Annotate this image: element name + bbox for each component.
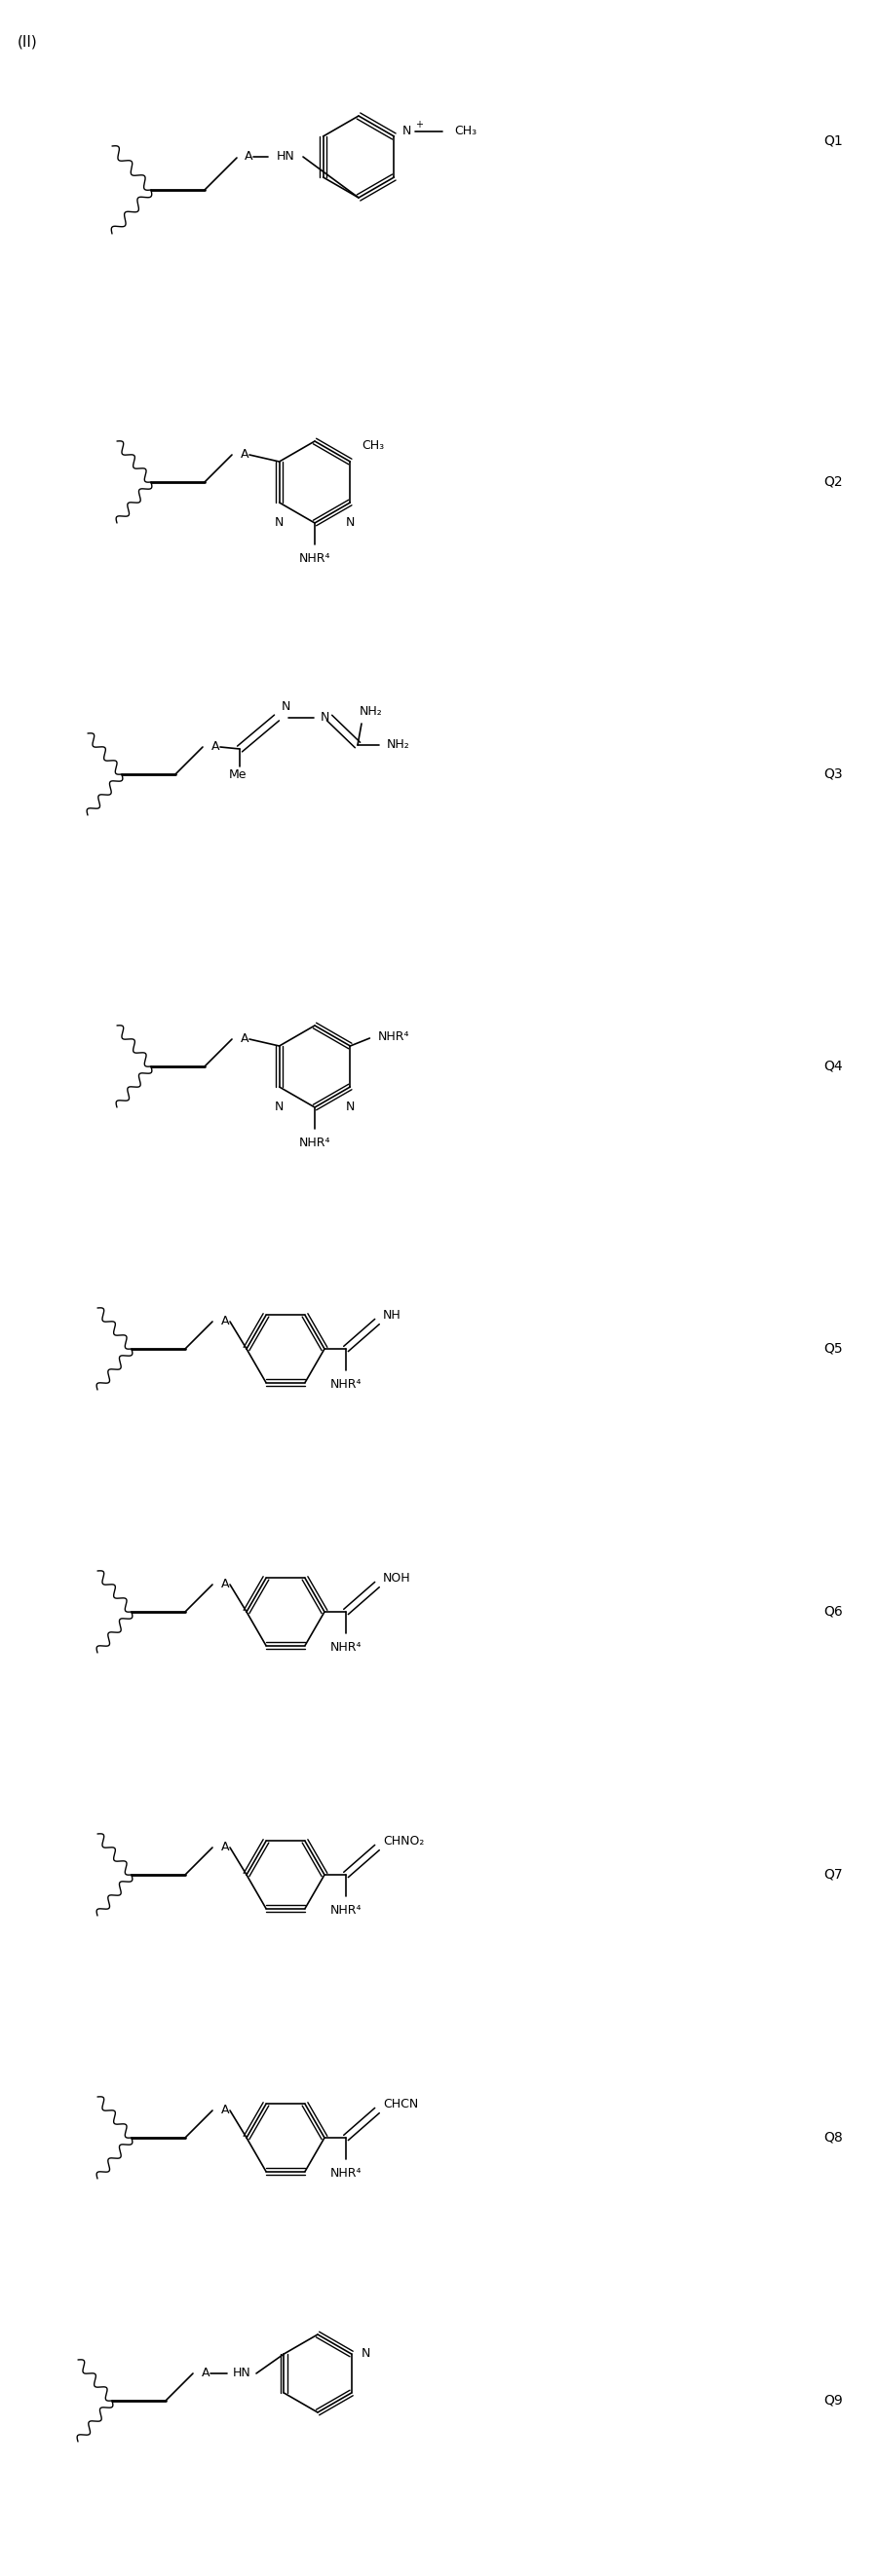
Text: Q5: Q5 bbox=[824, 1342, 843, 1355]
Text: Q1: Q1 bbox=[824, 134, 843, 147]
Text: N: N bbox=[275, 1100, 284, 1113]
Text: NH₂: NH₂ bbox=[387, 739, 410, 752]
Text: Q3: Q3 bbox=[824, 768, 843, 781]
Text: NOH: NOH bbox=[383, 1571, 410, 1584]
Text: HN: HN bbox=[276, 149, 295, 162]
Text: (II): (II) bbox=[18, 33, 38, 49]
Text: A: A bbox=[221, 2105, 230, 2117]
Text: N: N bbox=[321, 711, 330, 724]
Text: CH₃: CH₃ bbox=[362, 440, 384, 451]
Text: A: A bbox=[245, 149, 253, 162]
Text: A: A bbox=[221, 1316, 230, 1329]
Text: CHCN: CHCN bbox=[383, 2099, 418, 2110]
Text: Q6: Q6 bbox=[824, 1605, 843, 1618]
Text: Q2: Q2 bbox=[824, 474, 843, 489]
Text: N: N bbox=[346, 1100, 355, 1113]
Text: N: N bbox=[361, 2347, 370, 2360]
Text: A: A bbox=[240, 1033, 249, 1046]
Text: NHR⁴: NHR⁴ bbox=[299, 1136, 331, 1149]
Text: N: N bbox=[282, 701, 291, 714]
Text: NHR⁴: NHR⁴ bbox=[330, 2166, 361, 2179]
Text: Q7: Q7 bbox=[824, 1868, 843, 1880]
Text: +: + bbox=[416, 121, 424, 129]
Text: Q9: Q9 bbox=[824, 2393, 843, 2409]
Text: CH₃: CH₃ bbox=[454, 126, 477, 137]
Text: A: A bbox=[202, 2367, 210, 2380]
Text: NHR⁴: NHR⁴ bbox=[330, 1641, 361, 1654]
Text: NH: NH bbox=[383, 1309, 402, 1321]
Text: Q4: Q4 bbox=[824, 1059, 843, 1074]
Text: NH₂: NH₂ bbox=[360, 706, 382, 719]
Text: NHR⁴: NHR⁴ bbox=[330, 1378, 361, 1391]
Text: Q8: Q8 bbox=[824, 2130, 843, 2146]
Text: CHNO₂: CHNO₂ bbox=[383, 1834, 424, 1847]
Text: NHR⁴: NHR⁴ bbox=[377, 1030, 410, 1043]
Text: N: N bbox=[402, 126, 411, 137]
Text: A: A bbox=[211, 742, 220, 752]
Text: Me: Me bbox=[229, 768, 246, 781]
Text: N: N bbox=[275, 515, 284, 528]
Text: NHR⁴: NHR⁴ bbox=[299, 551, 331, 564]
Text: HN: HN bbox=[232, 2367, 251, 2380]
Text: A: A bbox=[240, 448, 249, 461]
Text: N: N bbox=[346, 515, 355, 528]
Text: A: A bbox=[221, 1579, 230, 1592]
Text: A: A bbox=[221, 1842, 230, 1855]
Text: NHR⁴: NHR⁴ bbox=[330, 1904, 361, 1917]
